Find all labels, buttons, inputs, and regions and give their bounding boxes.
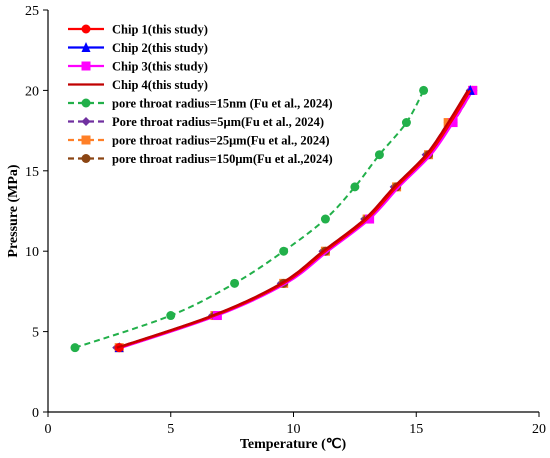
legend-entry: Chip 4(this study) — [68, 78, 208, 92]
data-point — [279, 246, 289, 256]
y-tick-label: 0 — [32, 406, 39, 421]
x-axis-title: Temperature (℃) — [240, 437, 347, 452]
legend: Chip 1(this study) Chip 2(this study) Chip… — [68, 23, 333, 166]
data-point — [350, 182, 360, 192]
series-line — [116, 89, 469, 349]
legend-entry: Pore throat radius=5μm(Fu et al., 2024) — [68, 115, 324, 129]
x-tick-label: 0 — [45, 422, 52, 437]
data-point — [166, 311, 176, 321]
legend-entry: Chip 2(this study) — [68, 41, 208, 55]
legend-swatch-marker — [81, 61, 91, 71]
y-tick-label: 5 — [32, 326, 39, 341]
legend-label: pore throat radius=25μm(Fu et al., 2024) — [112, 134, 330, 148]
data-point — [374, 150, 384, 160]
data-point — [448, 118, 458, 128]
y-tick-label: 20 — [25, 84, 39, 99]
legend-swatch-marker — [81, 135, 91, 145]
legend-swatch-marker — [81, 98, 91, 108]
x-ticks: 0 5 10 15 20 — [45, 412, 546, 437]
x-tick-label: 10 — [287, 422, 301, 437]
data-point — [230, 278, 240, 288]
data-point — [419, 85, 429, 95]
y-tick-label: 25 — [25, 4, 39, 19]
x-tick-label: 20 — [532, 422, 546, 437]
legend-swatch-marker — [81, 42, 91, 52]
legend-label: Chip 2(this study) — [112, 41, 208, 55]
y-tick-label: 10 — [25, 245, 39, 260]
x-tick-label: 5 — [167, 422, 174, 437]
legend-entry: Chip 1(this study) — [68, 23, 208, 37]
y-axis-title: Pressure (MPa) — [6, 164, 21, 258]
legend-label: pore throat radius=150μm(Fu et al.,2024) — [112, 152, 333, 166]
series-layer — [70, 84, 478, 353]
legend-label: Pore throat radius=5μm(Fu et al., 2024) — [112, 115, 324, 129]
y-ticks: 0 5 10 15 20 25 — [25, 4, 48, 421]
data-point — [70, 343, 80, 353]
legend-label: Chip 1(this study) — [112, 23, 208, 37]
data-point — [365, 214, 375, 224]
legend-label: Chip 4(this study) — [112, 78, 208, 92]
data-point — [401, 118, 411, 128]
legend-label: pore throat radius=15nm (Fu et al., 2024… — [112, 97, 333, 111]
legend-entry: pore throat radius=25μm(Fu et al., 2024) — [68, 134, 330, 148]
legend-entry: pore throat radius=15nm (Fu et al., 2024… — [68, 97, 333, 111]
series-4 — [116, 89, 469, 349]
legend-swatch-marker — [81, 24, 91, 34]
data-point — [320, 214, 330, 224]
legend-entry: Chip 3(this study) — [68, 60, 208, 74]
legend-swatch-marker — [81, 117, 91, 126]
series-5 — [70, 85, 429, 353]
legend-swatch-marker — [81, 154, 91, 163]
legend-entry: pore throat radius=150μm(Fu et al.,2024) — [68, 152, 333, 166]
legend-label: Chip 3(this study) — [112, 60, 208, 74]
x-tick-label: 15 — [409, 422, 423, 437]
y-tick-label: 15 — [25, 165, 39, 180]
